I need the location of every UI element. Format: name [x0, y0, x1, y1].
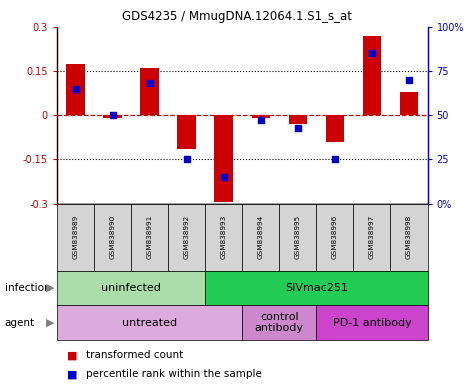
Bar	[131, 204, 168, 271]
Text: untreated: untreated	[122, 318, 177, 328]
Text: GSM838991: GSM838991	[147, 215, 152, 259]
Point	[146, 80, 153, 86]
Bar	[326, 115, 344, 142]
Bar	[57, 204, 94, 271]
Text: ■: ■	[66, 350, 77, 360]
Bar	[242, 204, 279, 271]
Text: ▶: ▶	[46, 283, 54, 293]
Bar	[316, 305, 428, 340]
Text: GSM838989: GSM838989	[73, 215, 78, 259]
Bar	[205, 204, 242, 271]
Text: GSM838992: GSM838992	[184, 215, 190, 259]
Bar	[57, 271, 205, 305]
Bar	[279, 204, 316, 271]
Bar	[94, 204, 131, 271]
Point	[368, 50, 376, 56]
Text: ▶: ▶	[46, 318, 54, 328]
Bar	[104, 115, 122, 118]
Point	[294, 124, 302, 131]
Bar	[363, 36, 381, 115]
Text: uninfected: uninfected	[101, 283, 161, 293]
Text: GDS4235 / MmugDNA.12064.1.S1_s_at: GDS4235 / MmugDNA.12064.1.S1_s_at	[123, 10, 352, 23]
Text: GSM838996: GSM838996	[332, 215, 338, 259]
Bar	[316, 204, 353, 271]
Text: PD-1 antibody: PD-1 antibody	[332, 318, 411, 328]
Point	[257, 118, 265, 124]
Text: ■: ■	[66, 369, 77, 379]
Point	[405, 77, 413, 83]
Bar	[168, 204, 205, 271]
Text: GSM838998: GSM838998	[406, 215, 412, 259]
Text: agent: agent	[5, 318, 35, 328]
Bar	[141, 68, 159, 115]
Bar	[66, 64, 85, 115]
Point	[183, 156, 190, 162]
Point	[109, 112, 116, 118]
Text: GSM838994: GSM838994	[258, 215, 264, 259]
Bar	[400, 92, 418, 115]
Text: control
antibody: control antibody	[255, 312, 304, 333]
Bar	[289, 115, 307, 124]
Text: GSM838995: GSM838995	[295, 215, 301, 259]
Bar	[353, 204, 390, 271]
Point	[331, 156, 339, 162]
Text: SIVmac251: SIVmac251	[285, 283, 348, 293]
Bar	[178, 115, 196, 149]
Bar	[390, 204, 428, 271]
Text: GSM838990: GSM838990	[110, 215, 115, 259]
Bar	[252, 115, 270, 118]
Bar	[242, 305, 316, 340]
Point	[220, 174, 228, 180]
Text: transformed count: transformed count	[86, 350, 183, 360]
Text: infection: infection	[5, 283, 50, 293]
Bar	[215, 115, 233, 202]
Bar	[57, 305, 242, 340]
Text: GSM838997: GSM838997	[369, 215, 375, 259]
Point	[72, 86, 79, 92]
Text: percentile rank within the sample: percentile rank within the sample	[86, 369, 261, 379]
Bar	[205, 271, 428, 305]
Text: GSM838993: GSM838993	[221, 215, 227, 259]
